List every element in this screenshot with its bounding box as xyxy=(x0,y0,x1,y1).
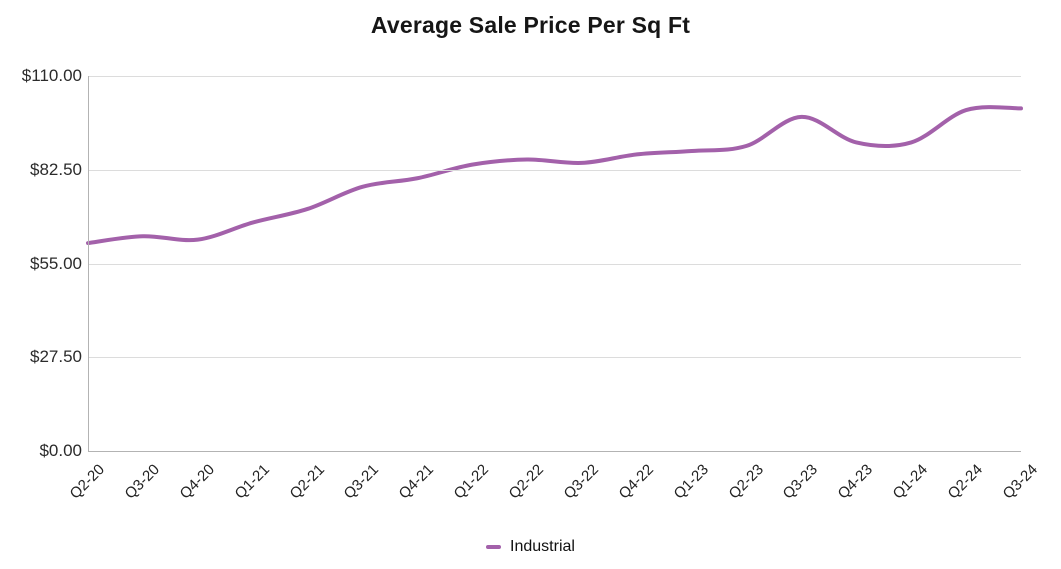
series-layer xyxy=(86,105,1023,246)
y-tick-label: $27.50 xyxy=(30,347,82,366)
gridline xyxy=(88,357,1021,358)
y-tick-label: $55.00 xyxy=(30,254,82,273)
x-tick-label: Q3-23 xyxy=(779,461,822,503)
y-tick-label: $0.00 xyxy=(39,441,82,460)
x-tick-label: Q3-24 xyxy=(999,461,1042,503)
plot-area xyxy=(86,76,1023,451)
gridline xyxy=(88,264,1021,265)
x-tick-label: Q2-20 xyxy=(66,461,109,503)
gridline xyxy=(88,170,1021,171)
industrial-series-line xyxy=(86,105,1023,246)
y-tick-label: $110.00 xyxy=(21,66,82,85)
x-tick-label: Q1-21 xyxy=(231,461,274,503)
x-tick-label: Q2-21 xyxy=(286,461,329,503)
gridline xyxy=(88,76,1021,77)
y-axis-line xyxy=(88,76,89,451)
x-tick-label: Q4-20 xyxy=(176,461,219,503)
x-tick-label: Q1-23 xyxy=(670,461,713,503)
x-tick-label: Q4-21 xyxy=(395,461,438,503)
x-tick-label: Q3-21 xyxy=(340,461,383,503)
x-axis-line xyxy=(88,451,1021,452)
chart-title: Average Sale Price Per Sq Ft xyxy=(370,12,691,38)
x-tick-label: Q2-22 xyxy=(505,461,548,503)
x-tick-label: Q4-22 xyxy=(615,461,658,503)
x-tick-label: Q1-22 xyxy=(450,461,493,503)
x-tick-label: Q2-23 xyxy=(725,461,768,503)
x-tick-label: Q2-24 xyxy=(944,461,987,503)
x-tick-label: Q4-23 xyxy=(834,461,877,503)
x-tick-label: Q3-22 xyxy=(560,461,603,503)
x-tick-label: Q3-20 xyxy=(121,461,164,503)
legend: Industrial xyxy=(0,538,1061,556)
legend-item-industrial: Industrial xyxy=(510,538,575,555)
x-tick-label: Q1-24 xyxy=(889,461,932,503)
y-tick-label: $82.50 xyxy=(30,160,82,179)
legend-line-swatch-icon xyxy=(486,545,502,549)
